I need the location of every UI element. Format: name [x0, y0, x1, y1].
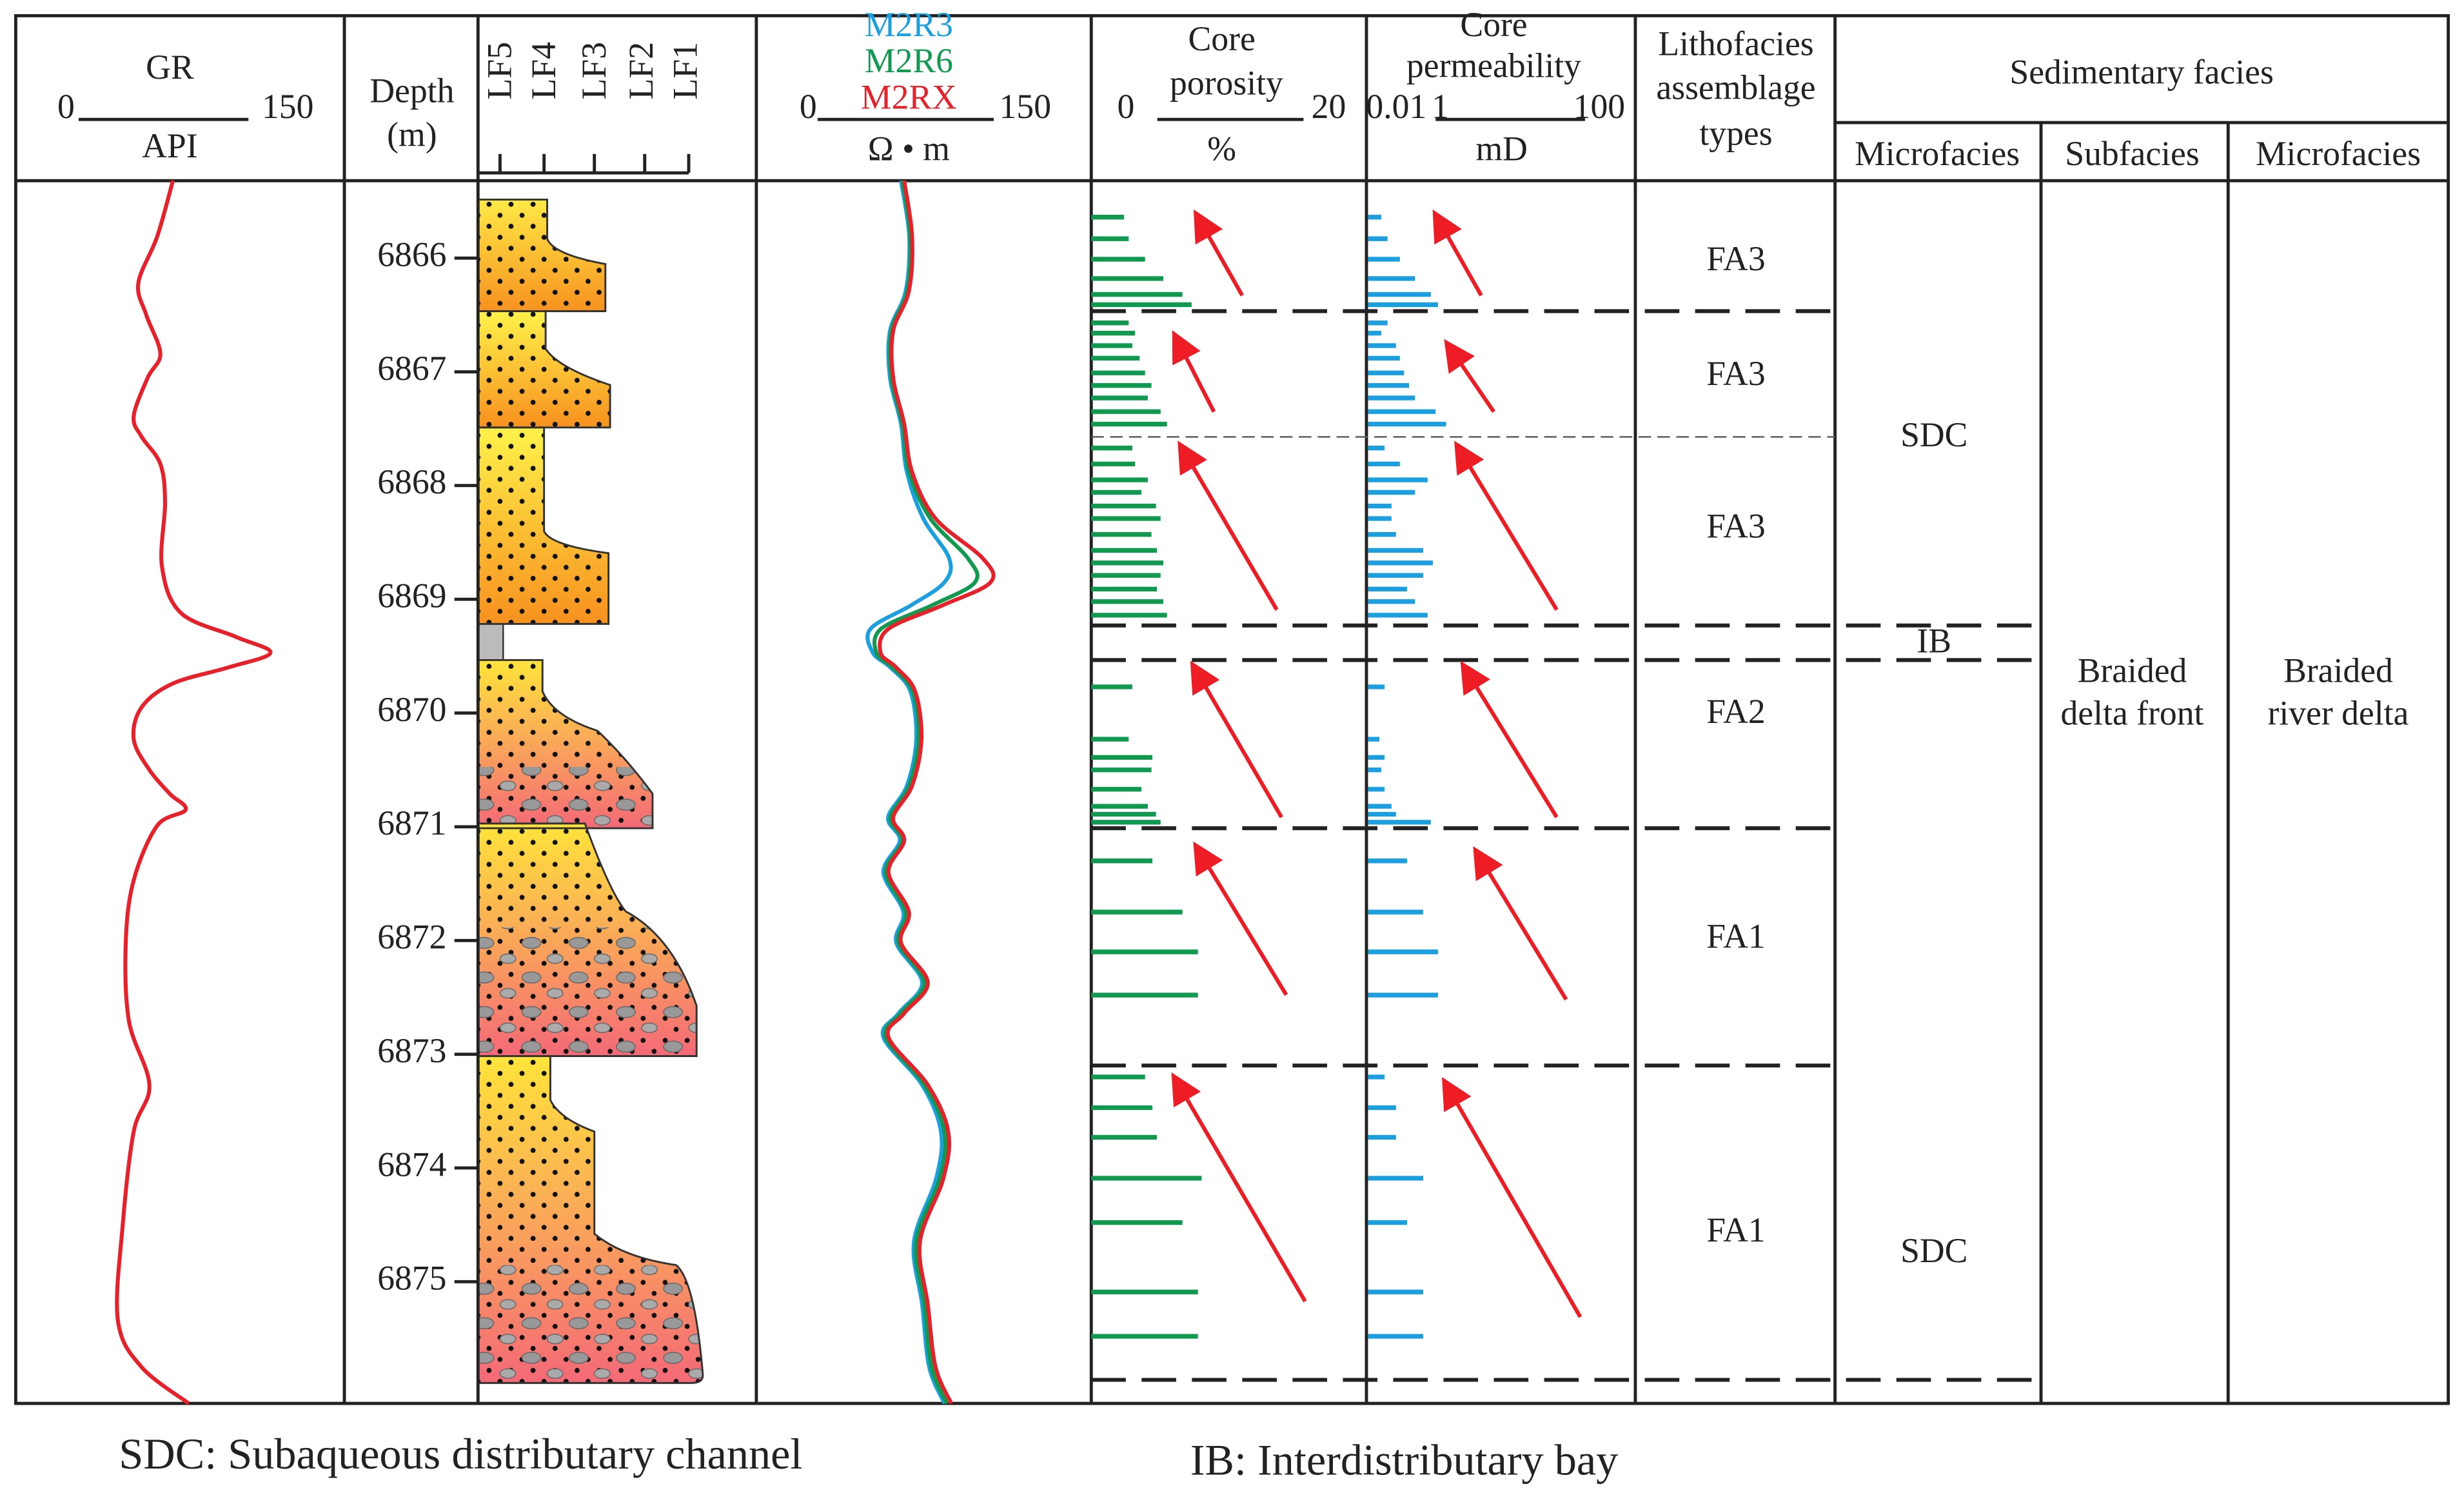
microfacies-label: SDC [1900, 1231, 1967, 1270]
lithofacies-label: LF4 [524, 42, 563, 99]
lithofacies-label: LF3 [575, 42, 613, 99]
facies-column-header: Microfacies [2256, 134, 2421, 173]
assemblage-title: assemblage [1656, 68, 1815, 107]
permeability-tick-label: 0.01 [1366, 87, 1426, 126]
trend-arrows [1171, 209, 1582, 1318]
resistivity-tick-label: 150 [1000, 87, 1051, 126]
lithofacies-label: LF1 [665, 42, 704, 99]
depth-label: 6874 [377, 1145, 446, 1183]
assemblage-label: FA1 [1706, 917, 1765, 956]
gr-tick-label: 0 [57, 87, 75, 126]
facies-column-header: Subfacies [2065, 134, 2199, 173]
depth-label: 6869 [377, 577, 446, 615]
depth-title: Depth [370, 72, 454, 110]
assemblage-label: FA3 [1706, 507, 1765, 546]
assemblage-title: Lithofacies [1658, 24, 1813, 63]
depth-label: 6867 [377, 349, 446, 388]
assemblage-label: FA3 [1706, 239, 1765, 278]
depth-label: 6870 [377, 690, 446, 729]
assemblage-title: types [1699, 114, 1772, 152]
facies-label: river delta [2267, 693, 2409, 732]
permeability-title: Core [1460, 5, 1527, 44]
facies-label: Braided [2283, 651, 2393, 690]
depth-unit: (m) [387, 115, 437, 154]
resistivity-tick-label: 0 [800, 87, 817, 126]
boundaries [1091, 309, 2042, 1382]
assemblage-label: FA1 [1706, 1211, 1765, 1249]
footnote: IB: Interdistributary bay [1190, 1436, 1619, 1485]
assemblage-label: FA2 [1706, 692, 1765, 731]
permeability-unit: mD [1475, 130, 1527, 168]
porosity-title: porosity [1170, 63, 1283, 102]
depth-label: 6875 [377, 1259, 446, 1298]
gr-tick-label: 150 [262, 87, 313, 126]
porosity-title: Core [1188, 19, 1256, 58]
subfacies-label: Braided [2078, 651, 2187, 690]
depth-label: 6872 [377, 918, 446, 956]
lithofacies-label: LF5 [480, 42, 519, 99]
facies-column-header: Microfacies [1855, 134, 2020, 173]
frame [14, 14, 2450, 1405]
permeability-tick-label: 1 [1432, 87, 1449, 126]
gr-title: GR [146, 48, 194, 86]
gr-curve [115, 180, 273, 1405]
legend-entry: M2RX [861, 77, 957, 116]
footnote: SDC: Subaqueous distributary channel [119, 1429, 802, 1478]
assemblage-label: FA3 [1706, 354, 1765, 393]
lithofacies-label: LF2 [622, 42, 660, 99]
gr-unit: API [142, 126, 197, 165]
microfacies-label: IB [1917, 621, 1951, 660]
facies-title: Sedimentary facies [2009, 52, 2273, 91]
porosity-tick-label: 0 [1117, 87, 1134, 126]
depth-label: 6868 [377, 462, 446, 501]
lithology-column [477, 199, 704, 1384]
resistivity-curve [878, 180, 996, 1405]
depth-label: 6873 [377, 1031, 446, 1070]
permeability-title: permeability [1406, 46, 1581, 85]
porosity-tick-label: 20 [1312, 87, 1346, 126]
resistivity-unit: Ω • m [868, 130, 950, 168]
legend-entry: M2R6 [865, 41, 953, 80]
microfacies-label: SDC [1900, 415, 1967, 454]
permeability-tick-label: 100 [1573, 87, 1625, 126]
porosity-unit: % [1207, 130, 1236, 168]
depth-label: 6866 [377, 235, 446, 273]
legend-entry: M2R3 [865, 5, 953, 44]
subfacies-label: delta front [2061, 693, 2204, 732]
depth-label: 6871 [377, 804, 446, 842]
